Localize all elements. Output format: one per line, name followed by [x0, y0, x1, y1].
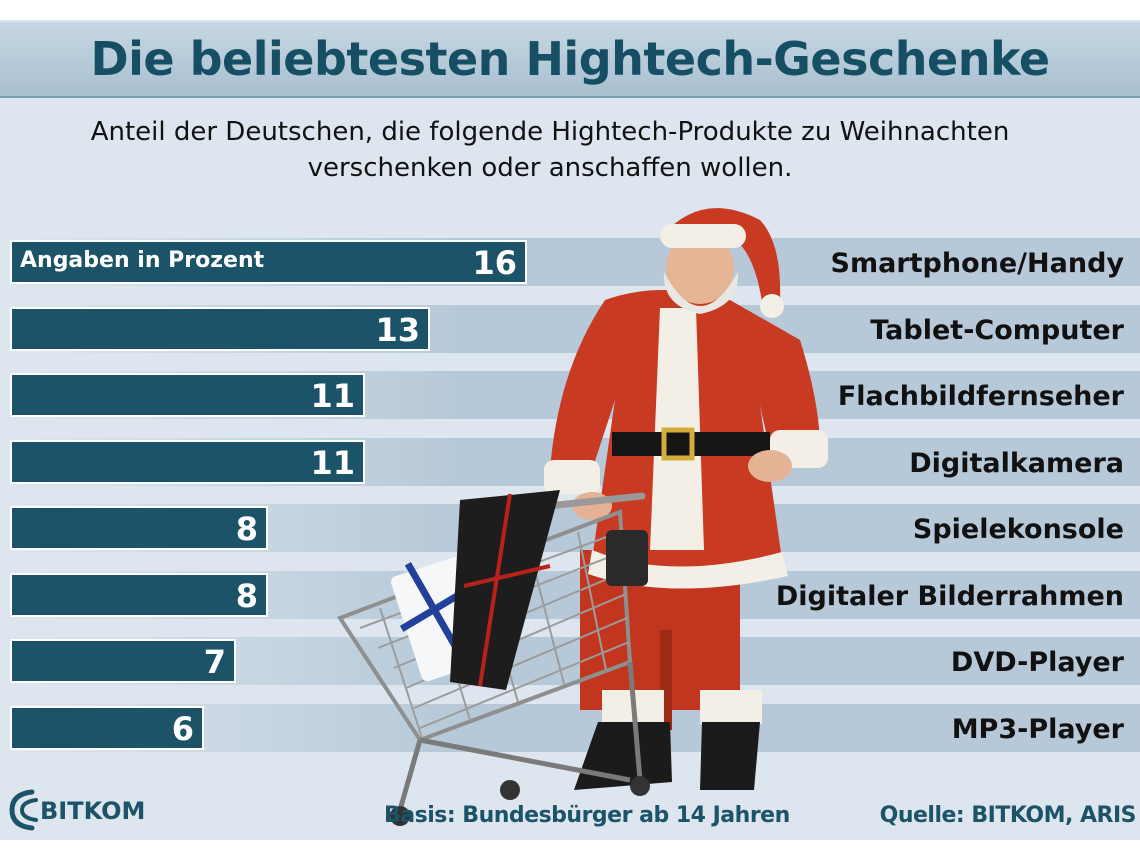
category-label: Digitalkamera [909, 448, 1124, 479]
bar-value-label: 7 [203, 643, 226, 681]
source-note: Quelle: BITKOM, ARIS [879, 803, 1137, 828]
category-label: Spielekonsole [912, 514, 1124, 545]
bar-value-label: 8 [235, 510, 258, 548]
category-label: Smartphone/Handy [830, 248, 1124, 279]
bar: 16 [10, 240, 527, 284]
category-label: DVD-Player [950, 647, 1124, 678]
bar-value-label: 13 [375, 311, 420, 349]
category-label: Tablet-Computer [870, 315, 1124, 346]
bitkom-logo-icon [9, 789, 38, 831]
bar: 7 [10, 639, 236, 683]
bar: 8 [10, 506, 268, 550]
bar: 11 [10, 373, 365, 417]
subtitle-line-1: Anteil der Deutschen, die folgende Hight… [90, 117, 1010, 147]
bar-value-label: 11 [310, 444, 355, 482]
title-band [0, 22, 1140, 98]
chart-title: Die beliebtesten Hightech-Geschenke [90, 32, 1050, 86]
bar: 8 [10, 573, 268, 617]
category-label: MP3-Player [951, 714, 1124, 745]
bar-value-label: 8 [235, 577, 258, 615]
bar-value-label: 16 [472, 244, 517, 282]
subtitle-line-2: verschenken oder anschaffen wollen. [307, 153, 793, 183]
bar: 6 [10, 706, 204, 750]
bar-value-label: 6 [171, 710, 194, 748]
bar: 11 [10, 440, 365, 484]
bitkom-logo-text: BITKOM [40, 797, 146, 825]
chart-subtitle: Anteil der Deutschen, die folgende Hight… [40, 114, 1060, 186]
basis-note: Basis: Bundesbürger ab 14 Jahren [384, 803, 790, 828]
category-label: Digitaler Bilderrahmen [775, 581, 1124, 612]
bar-value-label: 11 [310, 377, 355, 415]
unit-note: Angaben in Prozent [20, 248, 265, 273]
bar: 13 [10, 307, 430, 351]
category-label: Flachbildfernseher [837, 381, 1124, 412]
santa-with-shopping-cart-icon [336, 208, 828, 826]
